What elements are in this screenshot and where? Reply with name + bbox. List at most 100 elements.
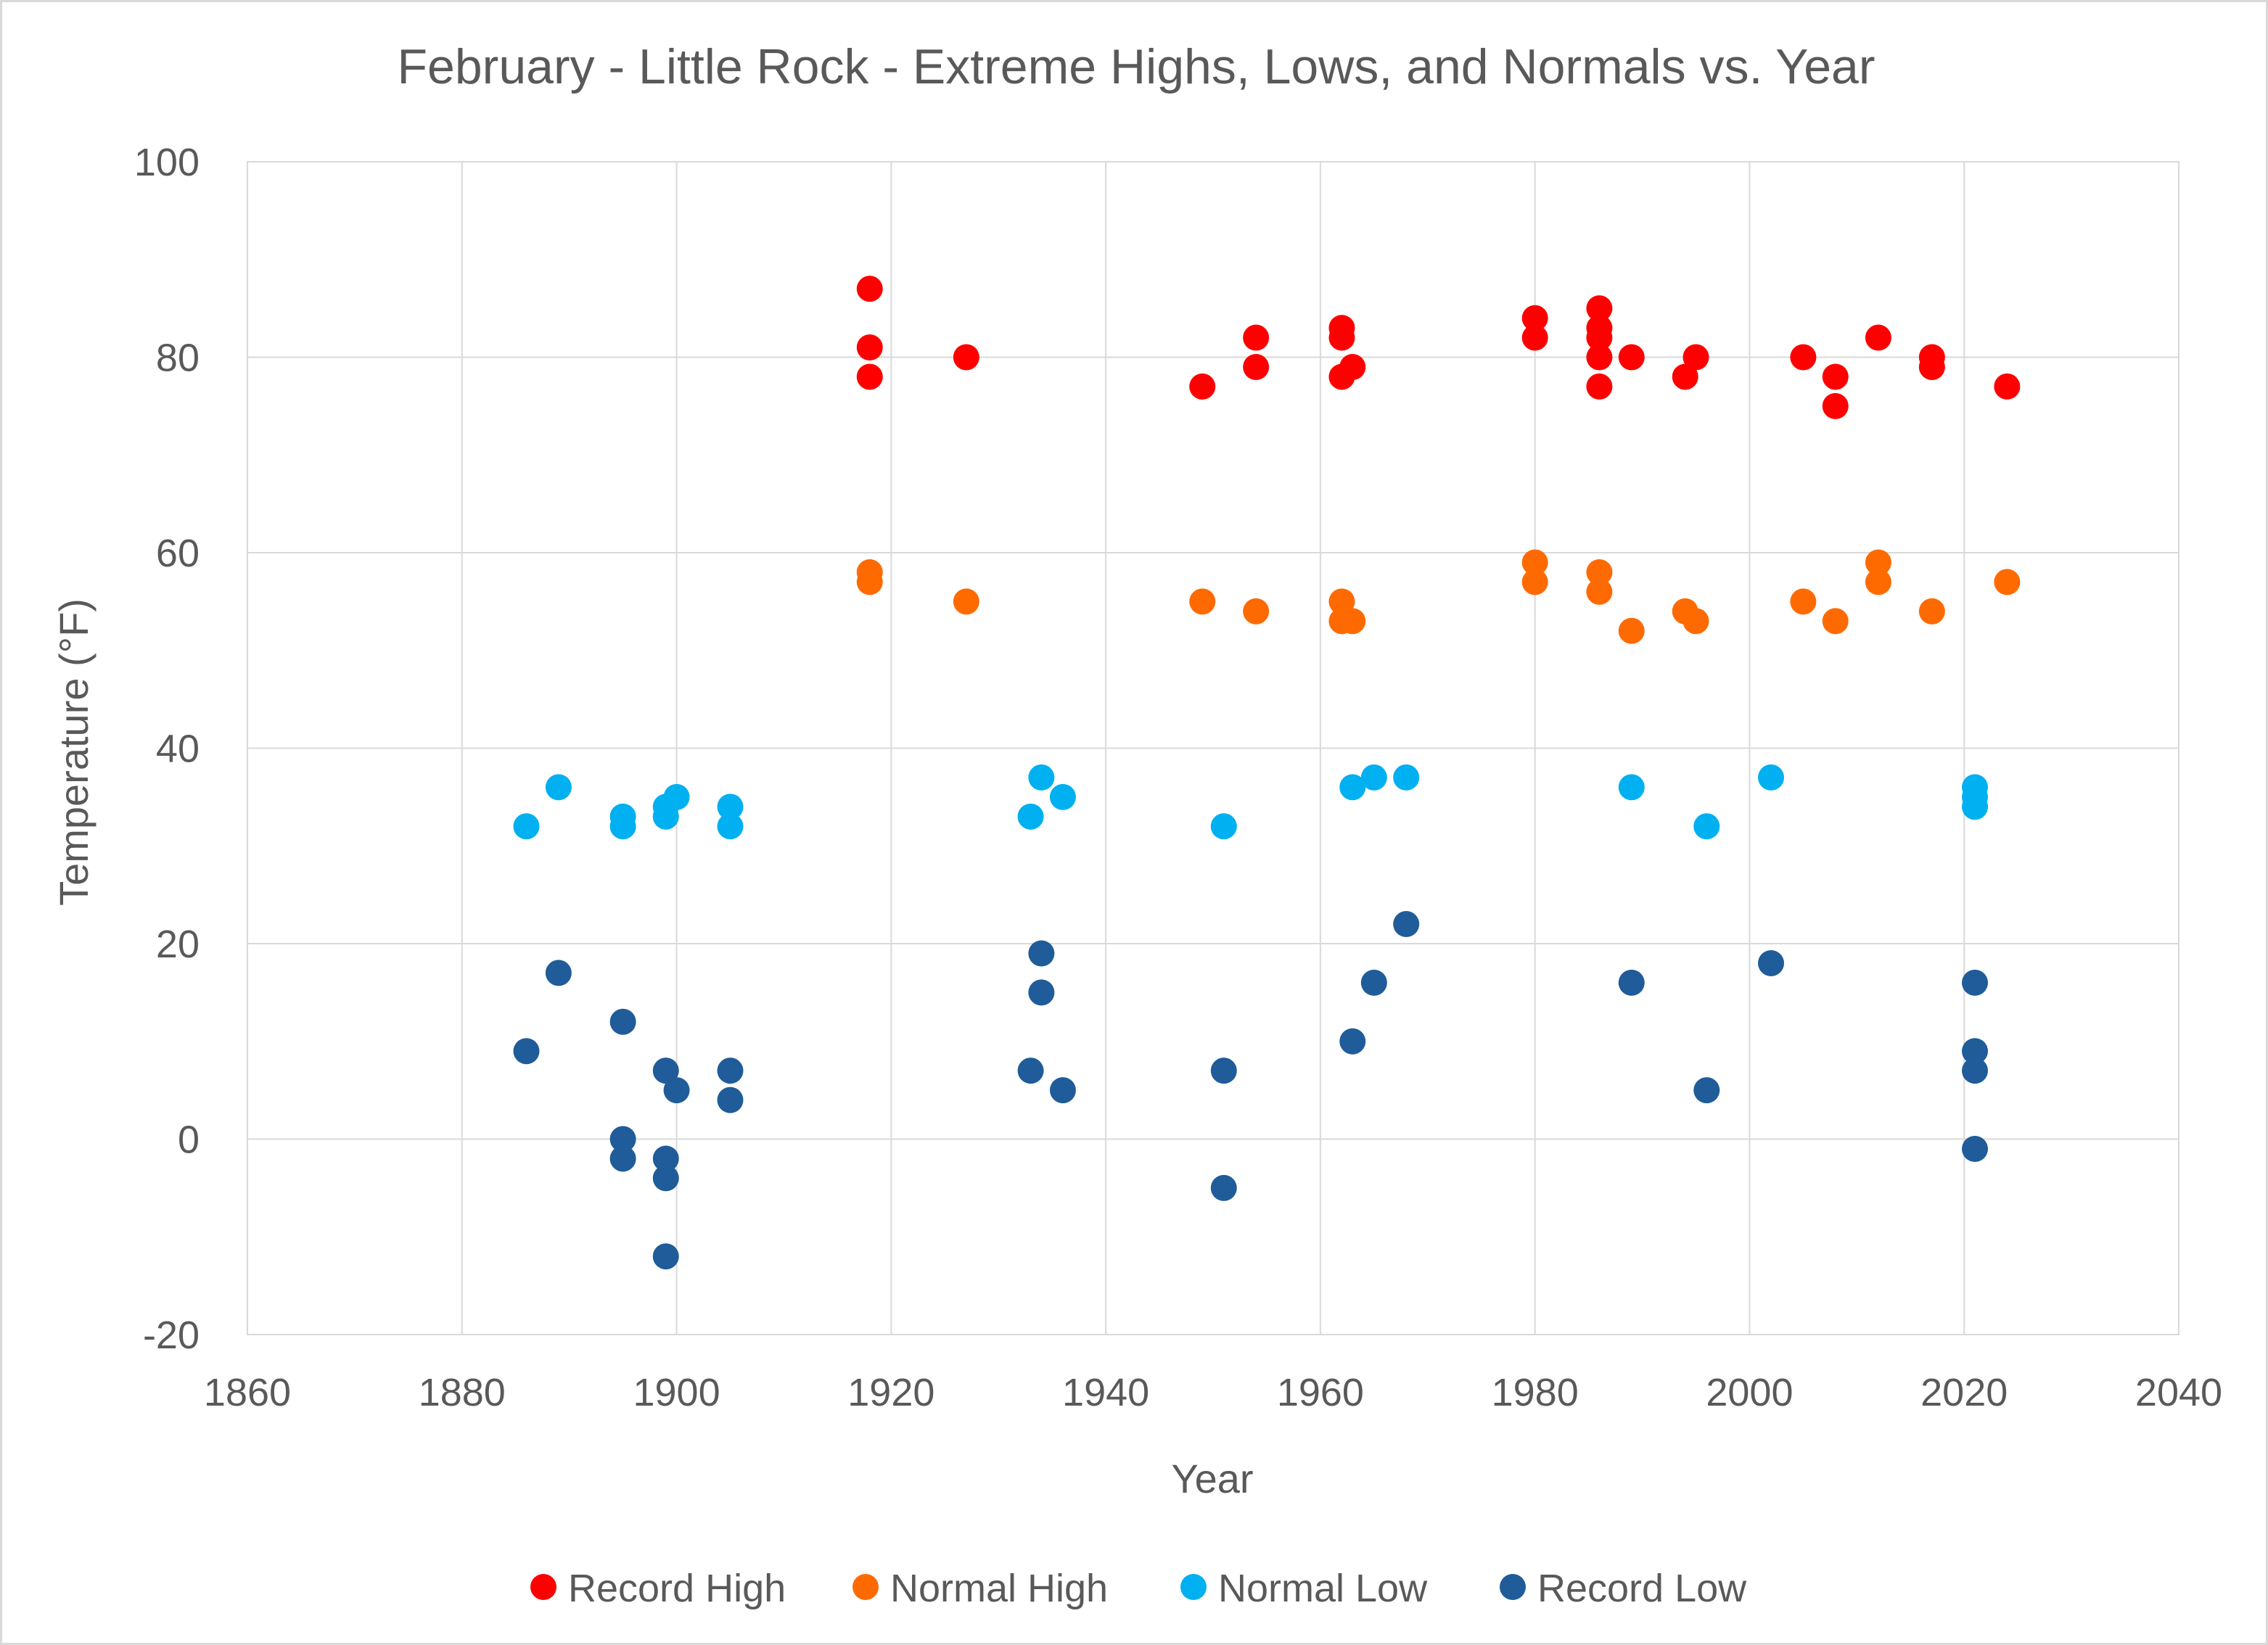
data-point — [1586, 558, 1613, 585]
data-point — [1017, 803, 1044, 830]
data-point — [1243, 598, 1270, 624]
data-point — [1393, 764, 1420, 791]
data-point — [1521, 305, 1548, 331]
data-point — [1693, 1077, 1720, 1104]
data-point — [1586, 578, 1613, 605]
y-tick-label: 80 — [156, 337, 200, 380]
data-point — [545, 960, 572, 986]
series-record-high — [856, 276, 2021, 419]
data-point — [1918, 353, 1945, 380]
x-tick-label: 1860 — [204, 1371, 291, 1414]
x-tick-label: 1900 — [633, 1371, 720, 1414]
data-point — [1758, 949, 1785, 976]
y-tick-label: 20 — [156, 923, 200, 966]
chart-title: February - Little Rock - Extreme Highs, … — [398, 39, 1875, 94]
data-point — [856, 276, 883, 302]
data-point — [652, 1058, 679, 1084]
series-normal-low — [513, 764, 1989, 840]
data-point — [1521, 569, 1548, 595]
x-tick-label: 1920 — [847, 1371, 934, 1414]
gridlines — [247, 161, 2179, 1335]
data-point — [1210, 1174, 1237, 1201]
data-point — [1758, 764, 1785, 791]
data-point — [513, 813, 540, 840]
legend-label: Normal Low — [1218, 1567, 1428, 1610]
legend-item: Normal High — [852, 1567, 1108, 1610]
data-point — [1339, 353, 1366, 380]
data-point — [717, 793, 744, 820]
y-tick-label: 100 — [134, 141, 200, 184]
data-point — [1790, 588, 1817, 615]
data-point — [1682, 608, 1709, 635]
data-point — [1618, 774, 1645, 801]
data-point — [1049, 783, 1076, 810]
data-point — [1865, 324, 1891, 351]
data-point — [1328, 588, 1355, 615]
data-point — [717, 813, 744, 840]
data-point — [663, 1077, 690, 1104]
data-point — [1049, 1077, 1076, 1104]
series-record-low — [513, 911, 1989, 1270]
data-point — [1339, 1028, 1366, 1055]
legend-marker — [1180, 1574, 1207, 1600]
legend-item: Normal Low — [1180, 1567, 1428, 1610]
data-point — [609, 1126, 636, 1153]
legend-marker — [530, 1574, 556, 1600]
data-point — [652, 1243, 679, 1270]
data-point — [1672, 363, 1698, 390]
data-point — [1790, 344, 1817, 371]
data-point — [609, 1008, 636, 1035]
data-point — [1962, 1058, 1989, 1084]
x-tick-label: 2020 — [1920, 1371, 2008, 1414]
y-tick-label: 0 — [178, 1118, 200, 1162]
legend-label: Record High — [568, 1567, 786, 1610]
data-point — [856, 569, 883, 595]
x-tick-label: 2040 — [2135, 1371, 2222, 1414]
data-point — [609, 813, 636, 840]
data-point — [1189, 588, 1216, 615]
data-point — [1210, 813, 1237, 840]
data-point — [1028, 764, 1055, 791]
data-point — [717, 1087, 744, 1113]
data-point — [1918, 598, 1945, 624]
data-point — [1865, 569, 1891, 595]
data-point — [717, 1058, 744, 1084]
data-point — [1586, 373, 1613, 400]
data-point — [1028, 940, 1055, 967]
data-point — [1243, 324, 1270, 351]
data-point — [953, 588, 979, 615]
data-point — [1328, 324, 1355, 351]
data-point — [663, 783, 690, 810]
data-point — [1360, 764, 1387, 791]
data-point — [1393, 911, 1420, 938]
y-tick-label: 40 — [156, 727, 200, 771]
data-point — [1210, 1058, 1237, 1084]
data-point — [1189, 373, 1216, 400]
data-point — [1693, 813, 1720, 840]
data-point — [1360, 969, 1387, 996]
data-point — [1962, 969, 1989, 996]
data-point — [856, 334, 883, 361]
x-tick-label: 2000 — [1706, 1371, 1793, 1414]
data-point — [1962, 1135, 1989, 1162]
legend-marker — [852, 1574, 879, 1600]
data-point — [1521, 324, 1548, 351]
data-point — [1865, 549, 1891, 576]
data-point — [652, 1145, 679, 1172]
legend-marker — [1500, 1574, 1526, 1600]
data-point — [1822, 363, 1849, 390]
legend: Record High Normal High Normal Low Record L… — [530, 1567, 1747, 1610]
data-point — [1618, 969, 1645, 996]
data-points — [513, 276, 2021, 1270]
data-point — [609, 1145, 636, 1172]
data-point — [1586, 295, 1613, 322]
series-normal-high — [856, 549, 2021, 644]
data-point — [1521, 549, 1548, 576]
legend-label: Normal High — [890, 1567, 1108, 1610]
data-point — [1339, 608, 1366, 635]
data-point — [1822, 392, 1849, 419]
x-tick-label: 1880 — [419, 1371, 506, 1414]
data-point — [1822, 608, 1849, 635]
